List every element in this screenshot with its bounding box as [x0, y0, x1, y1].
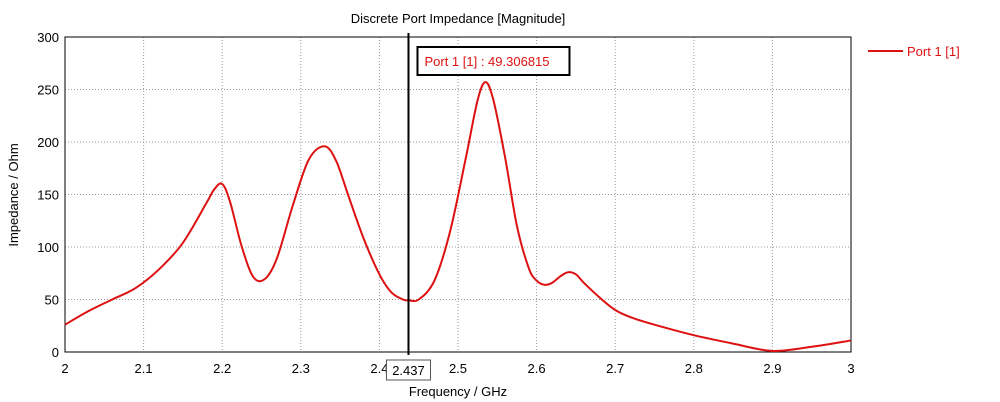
y-tick-label: 50: [45, 293, 59, 308]
x-tick-label: 2.1: [135, 361, 153, 376]
legend[interactable]: Port 1 [1]: [868, 44, 960, 59]
legend-label: Port 1 [1]: [907, 44, 960, 59]
x-tick-label: 2.3: [292, 361, 310, 376]
plot-frame: [64, 36, 852, 353]
x-tick-label: 2.4: [370, 361, 388, 376]
y-tick-label: 0: [52, 345, 59, 360]
series-line-port1[interactable]: [64, 81, 852, 352]
y-tick-labels: 0 50 100 150 200 250 300: [37, 30, 59, 360]
marker-x-label: 2.437: [392, 363, 425, 378]
x-axis-title: Frequency / GHz: [409, 384, 507, 399]
x-tick-label: 2.5: [449, 361, 467, 376]
marker-value-label: Port 1 [1] : 49.306815: [424, 54, 549, 69]
x-tick-label: 2.2: [213, 361, 231, 376]
x-tick-label: 2: [61, 361, 68, 376]
y-tick-label: 300: [37, 30, 59, 45]
x-tick-label: 2.9: [763, 361, 781, 376]
x-tick-label: 2.7: [606, 361, 624, 376]
x-tick-label: 2.6: [528, 361, 546, 376]
y-tick-label: 150: [37, 188, 59, 203]
y-tick-label: 200: [37, 135, 59, 150]
chart-title: Discrete Port Impedance [Magnitude]: [351, 11, 566, 26]
y-tick-label: 100: [37, 240, 59, 255]
x-tick-label: 3: [847, 361, 854, 376]
marker-value-box: Port 1 [1] : 49.306815: [416, 46, 571, 76]
marker-x-label-box: 2.437: [385, 359, 431, 381]
y-axis-title: Impedance / Ohm: [6, 143, 21, 246]
y-tick-label: 250: [37, 83, 59, 98]
x-tick-labels: 2 2.1 2.2 2.3 2.4 2.5 2.6 2.7 2.8 2.9 3: [61, 361, 854, 376]
x-tick-label: 2.8: [685, 361, 703, 376]
